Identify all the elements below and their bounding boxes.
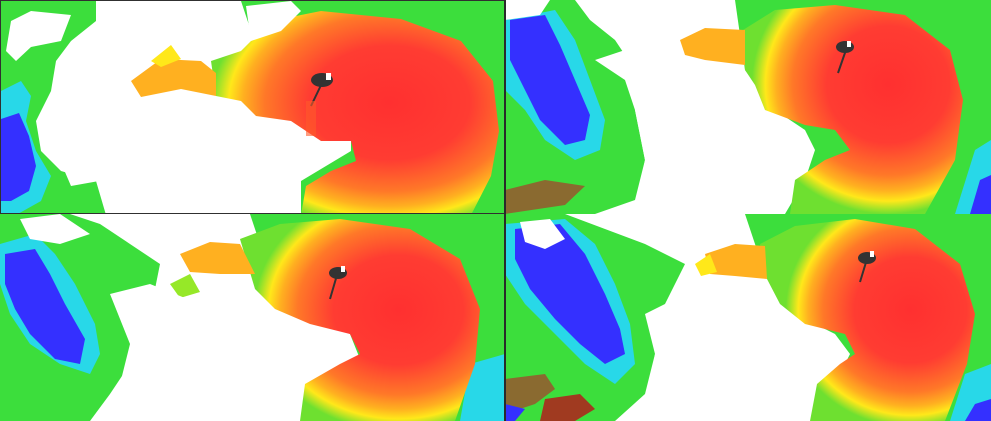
- marker-label: [326, 73, 331, 80]
- radar-panel-top-left: [0, 0, 505, 214]
- radar-image: [505, 214, 991, 421]
- marker-label: [870, 251, 874, 257]
- panel-divider: [504, 0, 506, 421]
- radar-image: [505, 0, 991, 214]
- marker-label: [341, 266, 345, 272]
- marker-label: [847, 41, 851, 47]
- radar-image: [0, 214, 505, 421]
- radar-panel-top-right: [505, 0, 991, 214]
- radar-panel-bottom-left: [0, 214, 505, 421]
- radar-image: [1, 1, 504, 213]
- marker-line: [329, 274, 338, 300]
- radar-panel-bottom-right: [505, 214, 991, 421]
- marker-ellipse: [836, 41, 854, 53]
